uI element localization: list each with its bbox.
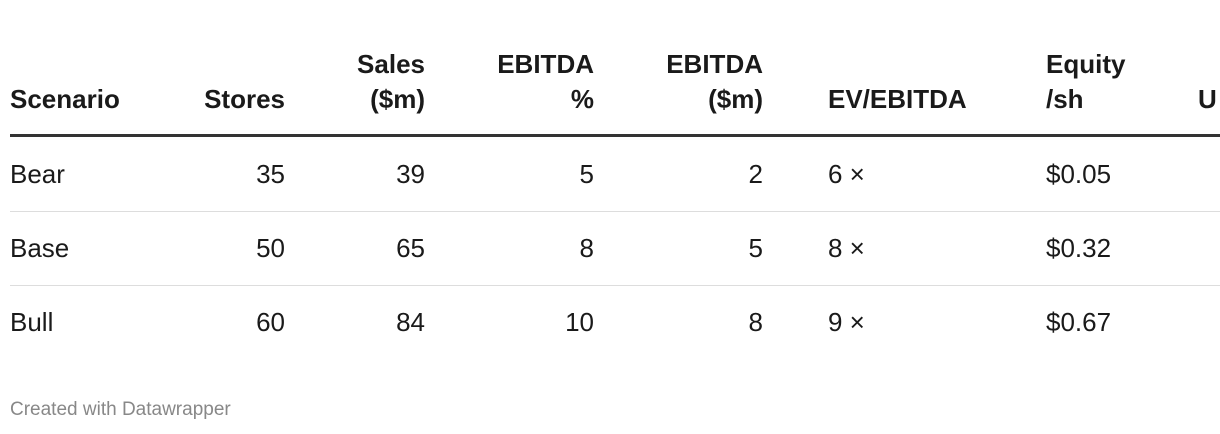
table-cell: 50 — [256, 233, 285, 263]
column-header: U — [1198, 84, 1217, 114]
table-cell: 6 × — [828, 159, 865, 189]
table-cell: $0.32 — [1046, 233, 1112, 263]
header-rule — [10, 134, 1220, 137]
table-cell: 39 — [396, 159, 425, 189]
table-cell: 8 × — [828, 233, 865, 263]
table-cell: 35 — [256, 159, 285, 189]
column-header: EBITDA ($m) — [666, 49, 763, 114]
table-cell: 8 — [579, 233, 594, 263]
column-header: Sales ($m) — [357, 49, 425, 114]
table-cell: 5 — [748, 233, 763, 263]
table-cell: Base — [10, 233, 70, 263]
table-cell: Bull — [10, 307, 54, 337]
table-cell: 10 — [565, 307, 594, 337]
table-cell: Bear — [10, 159, 65, 189]
row-rule — [10, 285, 1220, 286]
column-header: Scenario — [10, 84, 120, 114]
table-cell: 8 — [748, 307, 763, 337]
column-header: Stores — [204, 84, 285, 114]
table-cell: 9 × — [828, 307, 865, 337]
table: Scenario Stores Sales ($m) EBITDA % EBITDA (… — [10, 49, 1220, 337]
table-cell: 2 — [748, 159, 763, 189]
table-cell: $0.05 — [1046, 159, 1112, 189]
table-cell: 60 — [256, 307, 285, 337]
column-header: EBITDA % — [497, 49, 594, 114]
column-header: EV/EBITDA — [828, 84, 967, 114]
table-cell: 5 — [579, 159, 594, 189]
table-cell: 65 — [396, 233, 425, 263]
table-cell: 84 — [396, 307, 425, 337]
footer: Created with Datawrapper — [10, 399, 231, 420]
column-header: Equity /sh — [1046, 49, 1126, 114]
row-rule — [10, 211, 1220, 212]
table-cell: $0.67 — [1046, 307, 1112, 337]
